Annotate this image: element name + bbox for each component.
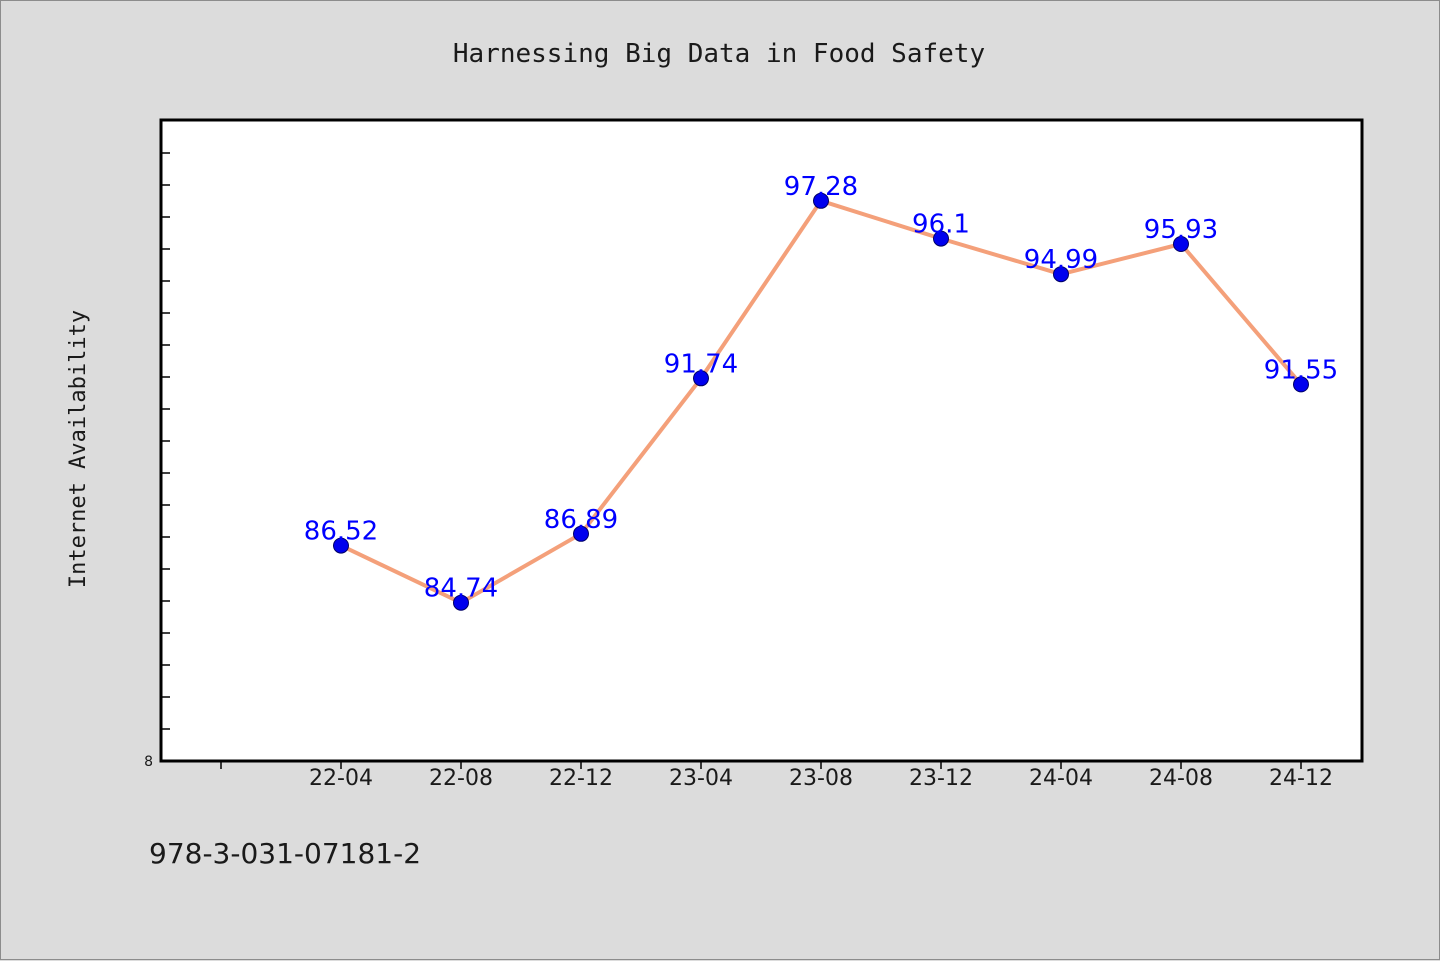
x-tick-labels: 22-04 22-08 22-12 23-04 23-08 23-12 24-04 24-08… [309, 766, 1333, 791]
x-tick-label: 22-08 [429, 766, 493, 791]
y-axis-ticks [161, 152, 170, 730]
data-markers [333, 192, 1309, 611]
data-point [1173, 236, 1189, 252]
data-point [933, 230, 949, 247]
data-label: 97.28 [784, 172, 858, 202]
plot-area [159, 118, 1364, 763]
data-label: 86.89 [544, 505, 618, 535]
data-label: 91.74 [664, 349, 738, 379]
footer-isbn: 978-3-031-07181-2 [149, 837, 421, 870]
x-tick-label: 23-12 [909, 766, 973, 791]
x-tick-label: 23-08 [789, 766, 853, 791]
data-label: 84.74 [424, 574, 498, 604]
data-labels: 86.52 84.74 86.89 91.74 97.28 96.1 94.99 95.93 9… [304, 172, 1338, 604]
data-point [453, 594, 469, 611]
x-tick-label: 24-08 [1149, 766, 1213, 791]
chart-title: Harnessing Big Data in Food Safety [453, 39, 985, 69]
data-label: 91.55 [1264, 355, 1338, 385]
data-point [1293, 376, 1309, 393]
data-point [813, 192, 829, 209]
y-tick-label: 8 [144, 754, 153, 770]
x-tick-label: 23-04 [669, 766, 733, 791]
data-point [1053, 266, 1069, 283]
data-point [693, 370, 709, 387]
y-axis-label: Internet Availability [66, 310, 91, 588]
x-tick-label: 24-12 [1269, 766, 1333, 791]
data-point [573, 525, 589, 542]
data-point [333, 537, 349, 554]
x-tick-label: 22-04 [309, 766, 373, 791]
data-label: 86.52 [304, 517, 378, 547]
x-tick-label: 22-12 [549, 766, 613, 791]
data-label: 94.99 [1024, 245, 1098, 275]
data-label: 96.1 [912, 210, 970, 240]
x-tick-label: 24-04 [1029, 766, 1093, 791]
data-label: 95.93 [1144, 215, 1218, 245]
x-axis-ticks [220, 761, 1302, 769]
